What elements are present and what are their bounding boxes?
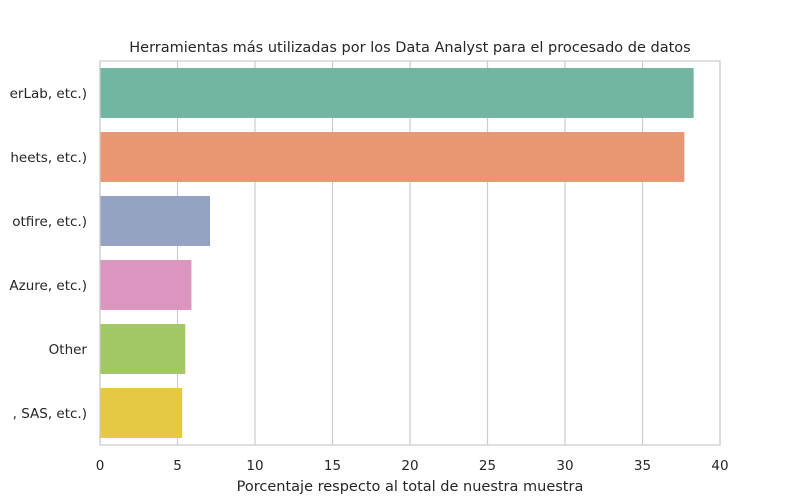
category-labels: erLab, etc.) heets, etc.) otfire, etc.) Azu… [9,86,87,422]
x-tick-label: 30 [556,458,573,474]
bars [100,68,694,438]
x-tick-labels: 0 5 10 15 20 25 30 35 40 [96,458,729,474]
category-label: heets, etc.) [10,150,87,166]
x-tick-label: 0 [96,458,105,474]
x-tick-label: 20 [401,458,418,474]
x-axis-label: Porcentaje respecto al total de nuestra … [237,479,584,495]
x-tick-label: 10 [246,458,263,474]
bar [100,388,183,438]
category-label: Other [49,342,88,358]
gridlines [99,61,721,445]
x-tick-label: 15 [324,458,341,474]
x-tick-label: 25 [479,458,496,474]
bar [100,68,694,118]
category-label: Azure, etc.) [9,278,87,294]
x-tick-label: 5 [173,458,182,474]
category-label: otfire, etc.) [12,214,87,230]
plot-frame [99,60,721,446]
chart-title: Herramientas más utilizadas por los Data… [129,40,690,56]
category-label: , SAS, etc.) [13,406,87,422]
bar [100,196,211,246]
bar [100,324,186,374]
x-tick-label: 40 [711,458,728,474]
x-tick-label: 35 [634,458,651,474]
bar [100,132,685,182]
bar [100,260,192,310]
category-label: erLab, etc.) [10,86,87,102]
